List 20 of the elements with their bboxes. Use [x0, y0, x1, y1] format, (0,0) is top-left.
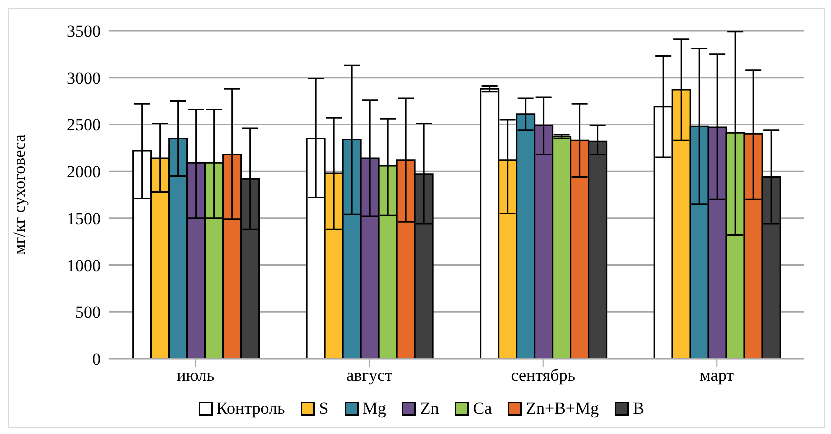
y-axis-title: мг/кг сухоговеса: [10, 134, 30, 255]
x-tick-label: сентябрь: [511, 366, 576, 386]
x-tick-label: июль: [177, 366, 215, 386]
x-tick-label: август: [346, 366, 394, 386]
legend-label: Контроль: [216, 399, 286, 419]
y-tick-label: 3000: [67, 68, 101, 88]
y-tick-label: 3500: [67, 22, 101, 42]
legend-label: Zn+B+Mg: [526, 399, 600, 419]
y-tick-label: 1500: [67, 209, 101, 228]
x-tick-label: март: [700, 366, 735, 386]
legend-label: Ca: [473, 399, 492, 419]
legend-label: B: [633, 399, 644, 419]
y-tick-label: 500: [76, 303, 101, 322]
legend-label: Zn: [420, 399, 440, 419]
y-tick-label: 2000: [67, 162, 101, 182]
legend-label: Mg: [362, 399, 386, 419]
y-tick-label: 2500: [67, 116, 101, 135]
legend-label: S: [319, 399, 329, 419]
y-tick-label: 0: [92, 350, 101, 370]
y-tick-label: 1000: [67, 256, 101, 276]
